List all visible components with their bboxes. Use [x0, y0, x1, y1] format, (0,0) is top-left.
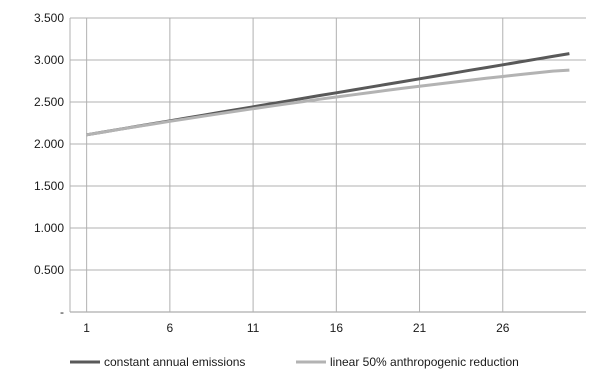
legend: constant annual emissions linear 50% anth…: [70, 355, 519, 369]
x-tick-label: 26: [496, 321, 510, 335]
y-tick-label: 1.500: [34, 179, 64, 193]
y-tick-label: -: [60, 305, 64, 319]
y-tick-label: 3.500: [34, 11, 64, 25]
x-tick-label: 21: [413, 321, 427, 335]
grid-lines: [69, 17, 586, 313]
y-tick-label: 2.500: [34, 95, 64, 109]
legend-label-1: constant annual emissions: [104, 355, 245, 369]
y-axis-ticks: - 0.500 1.000 1.500 2.000 2.500 3.000 3.500: [34, 11, 64, 319]
series-line-2: [86, 68, 570, 137]
y-tick-label: 0.500: [34, 263, 64, 277]
x-tick-label: 1: [83, 321, 90, 335]
y-tick-label: 3.000: [34, 53, 64, 67]
legend-label-2: linear 50% anthropogenic reduction: [330, 355, 519, 369]
x-tick-label: 16: [330, 321, 344, 335]
x-tick-label: 11: [247, 321, 260, 335]
y-tick-label: 2.000: [34, 137, 64, 151]
series-lines: [86, 52, 570, 137]
x-tick-label: 6: [167, 321, 174, 335]
x-axis-ticks: 1 6 11 16 21 26: [83, 321, 509, 335]
y-tick-label: 1.000: [34, 221, 64, 235]
